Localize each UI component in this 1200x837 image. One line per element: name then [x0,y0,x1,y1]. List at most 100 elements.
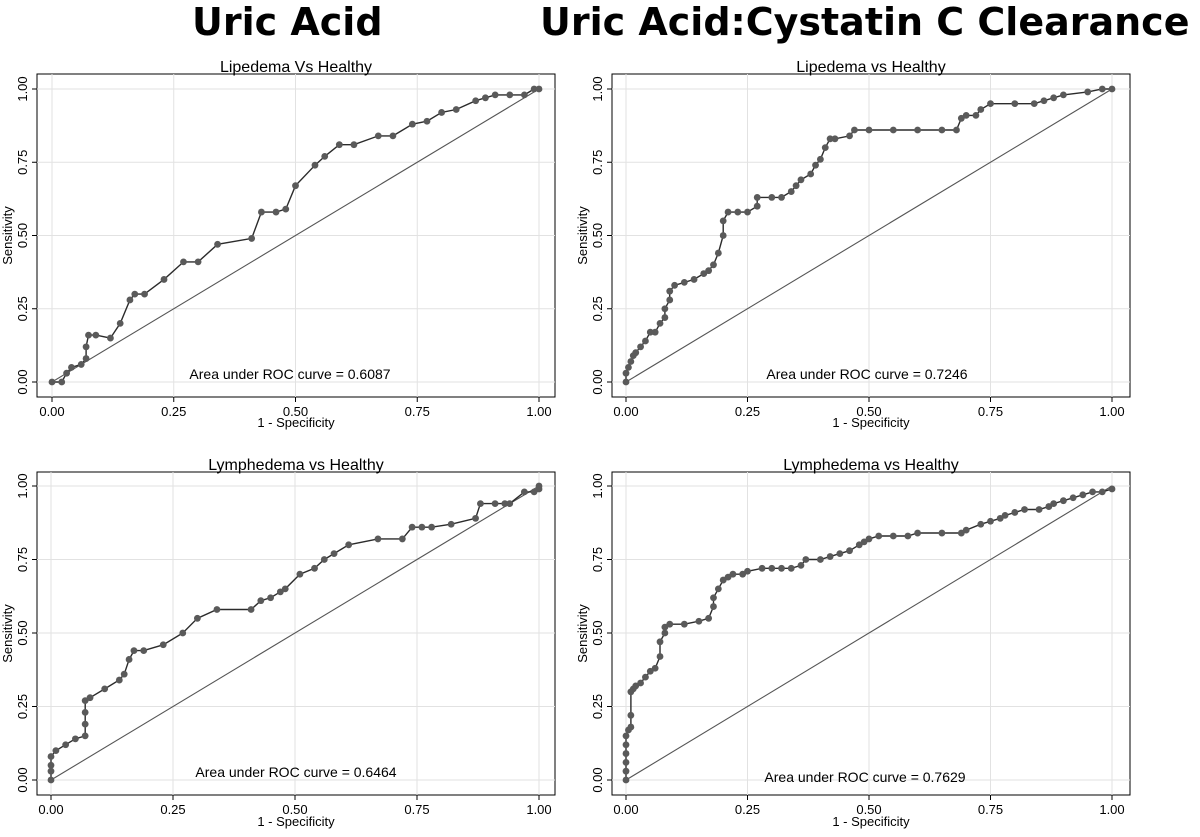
x-tick-label: 1.00 [1099,802,1124,817]
y-tick-label: 0.75 [590,547,605,572]
roc-point [710,594,717,602]
roc-point [625,363,632,371]
roc-point [47,776,55,784]
roc-point [778,564,785,572]
roc-point [817,155,824,163]
y-tick-label: 0.00 [15,369,30,394]
y-tick-label: 1.00 [15,473,30,498]
roc-point [159,641,167,649]
roc-point [428,523,436,531]
roc-point [408,523,416,531]
roc-point [753,194,761,201]
roc-point [257,597,265,605]
roc-point [977,520,985,528]
roc-point [63,369,71,377]
roc-point [695,617,703,625]
x-tick-label: 0.25 [160,802,185,817]
reference-diagonal-line [625,485,1113,781]
roc-panel-4: 0.00 0.25 0.50 0.75 1.00 0.00 0.25 0.50 0.75 1.00… [575,457,1131,829]
roc-point [671,281,678,289]
roc-point [1011,100,1019,108]
roc-point [622,378,630,386]
roc-point [482,94,489,102]
roc-point [987,100,994,108]
roc-point [160,276,168,283]
roc-point [875,532,883,540]
roc-point [744,208,751,216]
x-tick-label: 1.00 [526,404,551,419]
roc-point [115,676,123,684]
roc-point [472,514,479,522]
roc-point [320,556,328,563]
roc-point [787,564,795,572]
roc-point [1060,497,1067,505]
y-tick-label: 0.75 [590,150,605,175]
roc-point [141,290,148,298]
reference-diagonal-line [50,485,540,781]
roc-point [491,500,499,508]
y-tick-label: 0.75 [15,150,30,175]
roc-point [1089,488,1096,496]
y-tick-label: 0.75 [15,547,30,572]
roc-point [472,97,480,105]
y-tick-label: 1.00 [590,76,605,101]
chart-title: Lipedema Vs Healthy [220,59,372,76]
roc-point [423,117,431,125]
roc-curve-line [52,88,539,383]
roc-point [58,378,66,386]
roc-point [666,620,674,628]
roc-point [68,363,75,371]
x-tick-label: 0.75 [405,404,430,419]
roc-point [1050,94,1058,102]
roc-point [914,529,921,537]
roc-point [335,141,343,149]
roc-point [213,606,221,613]
roc-point [130,647,138,655]
roc-point [47,767,55,775]
x-axis-label: 1 - Specificity [832,415,910,430]
roc-point [710,603,717,610]
roc-point [272,208,280,216]
roc-point [962,111,970,119]
roc-point [1021,506,1028,513]
roc-point [296,570,304,578]
roc-point [627,358,635,365]
roc-point [836,550,844,558]
roc-point [622,369,630,377]
roc-point [398,535,406,543]
y-tick-label: 0.25 [590,296,605,321]
x-tick-label: 1.00 [526,802,551,817]
y-axis-label: Sensitivity [575,206,590,265]
roc-point [812,161,819,169]
roc-point [729,570,737,578]
x-tick-label: 0.50 [283,404,308,419]
x-tick-label: 0.00 [613,802,638,817]
roc-point [651,328,659,336]
y-axis-label: Sensitivity [0,604,15,663]
roc-point [491,91,499,99]
roc-point [1011,509,1019,516]
roc-point [520,91,528,99]
roc-point [247,606,255,613]
roc-point [938,126,946,134]
roc-point [661,629,669,637]
roc-point [86,694,94,702]
roc-point [826,135,834,143]
roc-point [180,258,187,266]
roc-point [846,547,853,555]
x-tick-label: 0.00 [39,404,64,419]
roc-point [778,194,785,201]
roc-point [101,685,109,693]
roc-point [48,378,56,386]
roc-point [1084,88,1092,96]
roc-point [656,653,664,660]
x-tick-label: 0.00 [613,404,638,419]
roc-point [81,720,89,728]
roc-point [714,249,722,257]
roc-point [131,290,139,298]
roc-panel-2: 0.00 0.25 0.50 0.75 1.00 0.00 0.25 0.50 0.75 1.00… [575,59,1131,430]
y-tick-label: 0.00 [590,767,605,792]
y-tick-label: 0.50 [590,620,605,645]
roc-point [846,132,853,140]
auc-annotation: Area under ROC curve = 0.7629 [764,769,965,785]
